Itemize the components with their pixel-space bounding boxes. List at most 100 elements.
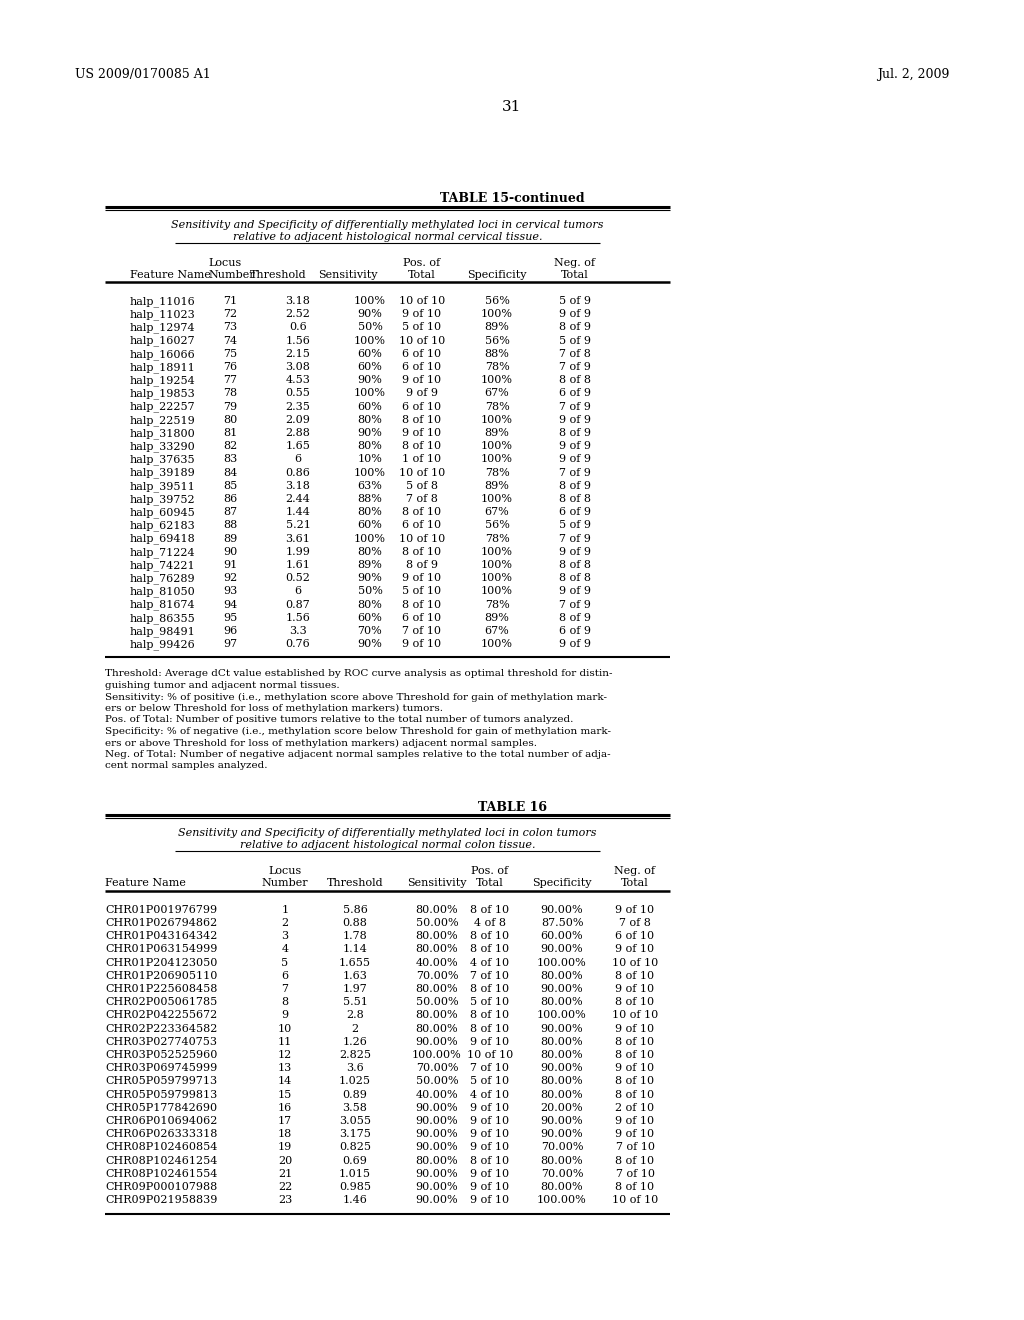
Text: 9 of 10: 9 of 10	[470, 1104, 510, 1113]
Text: 56%: 56%	[484, 520, 509, 531]
Text: 90.00%: 90.00%	[541, 985, 584, 994]
Text: 50.00%: 50.00%	[416, 919, 459, 928]
Text: 5: 5	[282, 958, 289, 968]
Text: 100%: 100%	[354, 467, 386, 478]
Text: 8 of 10: 8 of 10	[470, 1156, 510, 1166]
Text: halp_99426: halp_99426	[130, 639, 196, 649]
Text: 90.00%: 90.00%	[416, 1038, 459, 1047]
Text: CHR06P010694062: CHR06P010694062	[105, 1117, 217, 1126]
Text: halp_12974: halp_12974	[130, 322, 196, 333]
Text: 100%: 100%	[481, 441, 513, 451]
Text: 9 of 9: 9 of 9	[559, 586, 591, 597]
Text: 6 of 9: 6 of 9	[559, 626, 591, 636]
Text: 2 of 10: 2 of 10	[615, 1104, 654, 1113]
Text: 8: 8	[282, 998, 289, 1007]
Text: 100%: 100%	[481, 560, 513, 570]
Text: Pos. of: Pos. of	[403, 257, 440, 268]
Text: 87: 87	[223, 507, 238, 517]
Text: Locus: Locus	[268, 866, 302, 876]
Text: 90%: 90%	[357, 375, 382, 385]
Text: 0.76: 0.76	[286, 639, 310, 649]
Text: CHR06P026333318: CHR06P026333318	[105, 1130, 217, 1139]
Text: 3.61: 3.61	[286, 533, 310, 544]
Text: 5.86: 5.86	[343, 906, 368, 915]
Text: 100%: 100%	[354, 533, 386, 544]
Text: 10: 10	[278, 1024, 292, 1034]
Text: Total: Total	[409, 271, 436, 280]
Text: 78%: 78%	[484, 599, 509, 610]
Text: 3: 3	[282, 932, 289, 941]
Text: 7 of 10: 7 of 10	[615, 1143, 654, 1152]
Text: 74: 74	[223, 335, 238, 346]
Text: 5 of 9: 5 of 9	[559, 520, 591, 531]
Text: 89: 89	[223, 533, 238, 544]
Text: halp_74221: halp_74221	[130, 560, 196, 570]
Text: 5.21: 5.21	[286, 520, 310, 531]
Text: TABLE 15-continued: TABLE 15-continued	[439, 191, 585, 205]
Text: 9 of 10: 9 of 10	[470, 1143, 510, 1152]
Text: halp_33290: halp_33290	[130, 441, 196, 451]
Text: Sensitivity and Specificity of differentially methylated loci in colon tumors: Sensitivity and Specificity of different…	[178, 828, 597, 838]
Text: 1.56: 1.56	[286, 335, 310, 346]
Text: 6 of 9: 6 of 9	[559, 507, 591, 517]
Text: 9 of 9: 9 of 9	[559, 441, 591, 451]
Text: 80.00%: 80.00%	[541, 1183, 584, 1192]
Text: 90.00%: 90.00%	[416, 1143, 459, 1152]
Text: 90.00%: 90.00%	[416, 1183, 459, 1192]
Text: 7 of 8: 7 of 8	[559, 348, 591, 359]
Text: 13: 13	[278, 1064, 292, 1073]
Text: halp_62183: halp_62183	[130, 520, 196, 531]
Text: 1.56: 1.56	[286, 612, 310, 623]
Text: 3.18: 3.18	[286, 296, 310, 306]
Text: 2.15: 2.15	[286, 348, 310, 359]
Text: Feature Name: Feature Name	[105, 878, 186, 888]
Text: guishing tumor and adjacent normal tissues.: guishing tumor and adjacent normal tissu…	[105, 681, 340, 690]
Text: Locus: Locus	[208, 257, 242, 268]
Text: 4.53: 4.53	[286, 375, 310, 385]
Text: 5 of 9: 5 of 9	[559, 335, 591, 346]
Text: halp_86355: halp_86355	[130, 612, 196, 623]
Text: CHR05P059799713: CHR05P059799713	[105, 1077, 217, 1086]
Text: 80.00%: 80.00%	[416, 985, 459, 994]
Text: 9 of 10: 9 of 10	[615, 1117, 654, 1126]
Text: 76: 76	[223, 362, 238, 372]
Text: 56%: 56%	[484, 296, 509, 306]
Text: 9 of 10: 9 of 10	[470, 1117, 510, 1126]
Text: 60%: 60%	[357, 520, 382, 531]
Text: 23: 23	[278, 1196, 292, 1205]
Text: 80%: 80%	[357, 441, 382, 451]
Text: 16: 16	[278, 1104, 292, 1113]
Text: 96: 96	[223, 626, 238, 636]
Text: 0.825: 0.825	[339, 1143, 371, 1152]
Text: 8 of 10: 8 of 10	[615, 1183, 654, 1192]
Text: US 2009/0170085 A1: US 2009/0170085 A1	[75, 69, 211, 81]
Text: 90.00%: 90.00%	[416, 1104, 459, 1113]
Text: 80.00%: 80.00%	[541, 972, 584, 981]
Text: 6 of 10: 6 of 10	[402, 520, 441, 531]
Text: Threshold: Threshold	[327, 878, 383, 888]
Text: 90.00%: 90.00%	[541, 1024, 584, 1034]
Text: halp_98491: halp_98491	[130, 626, 196, 636]
Text: 0.52: 0.52	[286, 573, 310, 583]
Text: 84: 84	[223, 467, 238, 478]
Text: Sensitivity: Sensitivity	[318, 271, 378, 280]
Text: 9 of 10: 9 of 10	[615, 906, 654, 915]
Text: 8 of 10: 8 of 10	[402, 414, 441, 425]
Text: 88%: 88%	[484, 348, 509, 359]
Text: 40.00%: 40.00%	[416, 958, 459, 968]
Text: CHR02P042255672: CHR02P042255672	[105, 1011, 217, 1020]
Text: 10 of 10: 10 of 10	[399, 296, 445, 306]
Text: 80.00%: 80.00%	[541, 1156, 584, 1166]
Text: 7 of 10: 7 of 10	[615, 1170, 654, 1179]
Text: relative to adjacent histological normal cervical tissue.: relative to adjacent histological normal…	[232, 232, 543, 242]
Text: halp_69418: halp_69418	[130, 533, 196, 544]
Text: 60%: 60%	[357, 362, 382, 372]
Text: 60%: 60%	[357, 612, 382, 623]
Text: 90: 90	[223, 546, 238, 557]
Text: 3.3: 3.3	[289, 626, 307, 636]
Text: 73: 73	[223, 322, 238, 333]
Text: Number: Number	[208, 271, 255, 280]
Text: CHR05P177842690: CHR05P177842690	[105, 1104, 217, 1113]
Text: 100%: 100%	[354, 335, 386, 346]
Text: 8 of 8: 8 of 8	[559, 560, 591, 570]
